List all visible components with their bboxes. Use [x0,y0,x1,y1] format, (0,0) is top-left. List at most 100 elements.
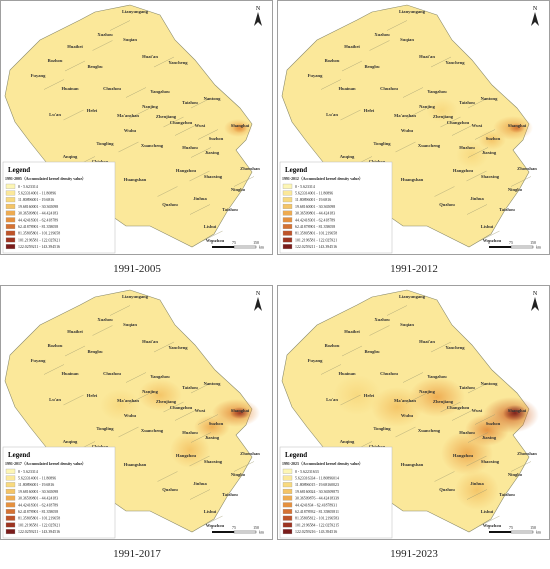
city-label: Nantong [481,381,499,386]
legend-item: 101.2196584 - 122.0259215 [295,523,339,527]
boundary [174,410,196,421]
density-hotspot [426,98,458,122]
legend-box [279,161,393,254]
legend-swatch [5,529,16,535]
city-label: Zhenjiang [433,114,454,119]
city-label: Wuxi [195,123,206,128]
city-label: Yangzhou [150,89,170,94]
boundary [466,489,488,500]
boundary [467,382,489,394]
city-label: Lishui [481,224,494,229]
city-label: Wuhu [401,413,414,418]
legend-item: 62.41878901 - 81.358058 [295,225,335,229]
city-label: Chuzhou [103,371,121,376]
city-label: Fuyang [31,358,47,363]
scale-label: 150 [253,526,259,530]
boundary [109,20,131,31]
city-label: Nantong [481,96,499,101]
city-label: Chizhou [369,444,386,449]
scale-label: 150 [530,526,536,530]
city-label: Wuxi [472,123,483,128]
city-label: Bengbu [87,349,103,354]
legend-swatch [282,244,293,250]
boundary [340,109,361,121]
city-label: Jiaxing [482,150,497,155]
city-label: Huangshan [401,462,424,467]
north-arrow [254,12,262,26]
city-label: Nanjing [419,389,436,394]
boundary [386,20,408,31]
scale-bar [489,531,511,533]
city-label: Wuhu [401,128,414,133]
panel-caption: 1991-2005 [113,263,161,275]
boundary [474,414,496,425]
scale-label: 75 [232,526,236,530]
city-label: Changzhou [170,120,193,125]
legend-swatch [5,197,16,203]
boundary [118,426,139,438]
north-arrow [254,297,262,311]
boundary [197,414,219,425]
panel-caption: 1991-2012 [390,263,438,275]
boundary [510,461,532,472]
scale-label: 0 [211,241,213,245]
density-hotspot [371,387,423,427]
city-label: Tongling [96,141,114,146]
legend-item: 101.2196581 - 122.025921 [18,523,60,527]
scale-unit: km [536,246,541,250]
boundary [190,382,212,394]
boundary [395,141,416,153]
city-label: Wenzhou [206,238,225,243]
city-label: Jiaxing [205,150,220,155]
legend-box [2,446,116,539]
city-label: Xuancheng [141,143,164,148]
city-label: Chizhou [92,444,109,449]
legend-item: 62.41878932 - 81.35805811 [295,510,339,514]
boundary [479,515,500,527]
scale-unit: km [536,531,541,535]
legend-swatch [5,217,16,223]
city-label: Bengbu [364,64,380,69]
city-label: Quzhou [162,202,178,207]
legend-item: 122.0259211 - 143.394516 [18,245,60,249]
density-hotspot [503,405,527,421]
legend-subtitle: 1991-2005（Accumulated kernel density val… [5,176,86,181]
city-label: Suqian [400,37,414,42]
city-label: Huai'an [142,339,158,344]
city-label: Ningbo [508,472,523,477]
city-label: Suzhou [209,136,224,141]
city-label: Zhenjiang [433,399,454,404]
boundary [197,129,219,140]
city-label: Huainan [338,86,356,91]
scale-label: 0 [488,241,490,245]
city-label: Zhoushan [240,166,260,171]
boundary [153,56,175,68]
panel-caption: 1991-2023 [390,548,438,560]
boundary [405,393,427,404]
city-label: Huangshan [124,177,147,182]
legend-item: 44.42418301 - 62.418789 [18,218,58,222]
city-label: Suzhou [209,421,224,426]
boundary [202,230,223,242]
density-hotspot [233,123,247,133]
city-label: Huaibei [344,329,360,334]
legend-item: 122.0259211 - 143.394516 [18,530,60,534]
city-label: Huaibei [67,44,83,49]
legend-swatch [282,190,293,196]
city-label: Wenzhou [206,523,225,528]
boundary [189,489,211,500]
city-label: Huzhou [182,145,198,150]
boundary [63,394,84,406]
legend-item: 62.41878901 - 81.358058 [18,510,58,514]
legend-swatch [282,183,293,189]
city-label: Ma'anshan [117,398,139,403]
boundary [109,305,131,316]
legend-item: 11.80896001 - 19.6816 [18,198,54,202]
legend-swatch [5,244,16,250]
city-label: Ma'anshan [394,113,416,118]
city-label: Nantong [204,96,222,101]
legend-title: Legend [8,166,30,174]
legend-swatch [282,210,293,216]
legend-swatch [5,183,16,189]
